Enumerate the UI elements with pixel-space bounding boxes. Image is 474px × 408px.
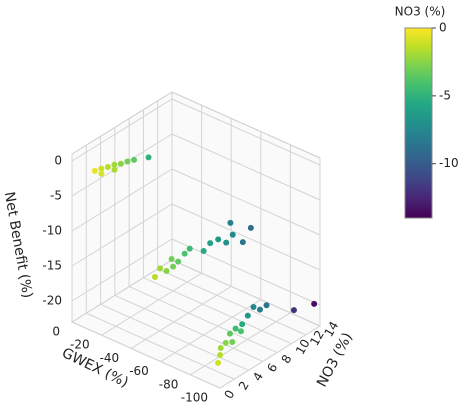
grid-line <box>71 321 221 389</box>
grid-line <box>160 299 262 363</box>
colorbar-tick-label: 0 <box>439 21 447 35</box>
z-tick-label: -15 <box>42 259 62 273</box>
z-tick-label: 0 <box>54 154 62 168</box>
x-tick-label: -40 <box>100 351 120 365</box>
colorbar-label: NO3 (%) <box>395 5 446 19</box>
point <box>250 304 257 311</box>
point <box>157 265 164 272</box>
x-tick-label: -20 <box>70 338 90 352</box>
point <box>247 224 254 231</box>
x-tick-label: -60 <box>129 364 149 378</box>
point <box>111 161 118 168</box>
point <box>232 325 239 332</box>
point <box>222 339 229 346</box>
point <box>256 306 263 313</box>
point <box>290 307 297 314</box>
grid-line <box>128 286 278 354</box>
point <box>237 328 244 335</box>
point <box>124 158 131 165</box>
point <box>207 240 214 247</box>
grid-line <box>171 238 321 306</box>
point <box>175 258 182 265</box>
grid-line <box>86 312 235 380</box>
y-tick-label: 10 <box>293 337 313 357</box>
y-tick-label: 8 <box>279 352 295 366</box>
x-tick-label: -80 <box>159 377 179 391</box>
point <box>217 344 224 351</box>
grid-line <box>190 312 291 376</box>
z-tick-label: -10 <box>42 224 62 238</box>
point <box>311 300 318 307</box>
grid-line <box>171 203 321 271</box>
point <box>98 170 105 177</box>
point <box>239 239 246 246</box>
z-tick-label: -20 <box>42 294 62 308</box>
grid-line <box>71 238 173 302</box>
colorbar-tick-label: -10 <box>439 156 459 170</box>
grid-line <box>71 203 173 267</box>
grid-line <box>171 259 321 327</box>
z-tick-label: -5 <box>50 189 62 203</box>
point <box>226 330 233 337</box>
point <box>163 268 170 275</box>
colorbar <box>404 27 433 219</box>
point <box>131 156 137 163</box>
y-tick-label: 4 <box>250 370 266 384</box>
grid-line <box>71 168 173 232</box>
grid-line <box>114 294 264 362</box>
y-tick-label: 6 <box>264 361 280 375</box>
point <box>215 236 222 243</box>
point <box>98 165 105 172</box>
point <box>200 248 207 255</box>
point <box>145 154 152 161</box>
point <box>217 352 224 359</box>
point <box>223 239 230 246</box>
point <box>168 255 175 262</box>
grid-line <box>101 272 202 336</box>
colorbar-tick-label: -5 <box>439 88 451 102</box>
z-axis-title: Net Benefit (%) <box>1 191 35 300</box>
grid-line <box>71 259 173 323</box>
point <box>91 167 98 174</box>
point <box>151 273 158 280</box>
point <box>104 163 111 170</box>
point <box>181 250 188 257</box>
point <box>215 359 222 366</box>
point <box>263 302 270 309</box>
y-tick-label: 0 <box>222 388 238 402</box>
grid-line <box>157 268 306 336</box>
y-tick-label: 14 <box>322 319 342 339</box>
grid-line <box>143 277 292 345</box>
grid-line <box>100 303 249 371</box>
point <box>229 231 236 238</box>
y-tick-label: 2 <box>236 379 252 393</box>
x-axis-title: GWEX (%) <box>59 345 131 391</box>
x-tick-label: 0 <box>52 325 60 339</box>
grid-line <box>219 325 321 389</box>
grid-line <box>171 98 321 166</box>
point <box>229 339 236 346</box>
grid-line <box>71 98 173 162</box>
x-tick-label: -100 <box>181 391 208 405</box>
grid-line <box>171 168 321 236</box>
grid-line <box>171 133 321 201</box>
point <box>117 160 124 167</box>
point <box>239 321 246 328</box>
point <box>186 245 193 252</box>
point <box>244 312 251 319</box>
point <box>227 219 234 226</box>
point <box>111 166 118 173</box>
y-tick-label: 12 <box>307 328 327 348</box>
point <box>170 263 177 270</box>
grid-line <box>130 285 232 349</box>
